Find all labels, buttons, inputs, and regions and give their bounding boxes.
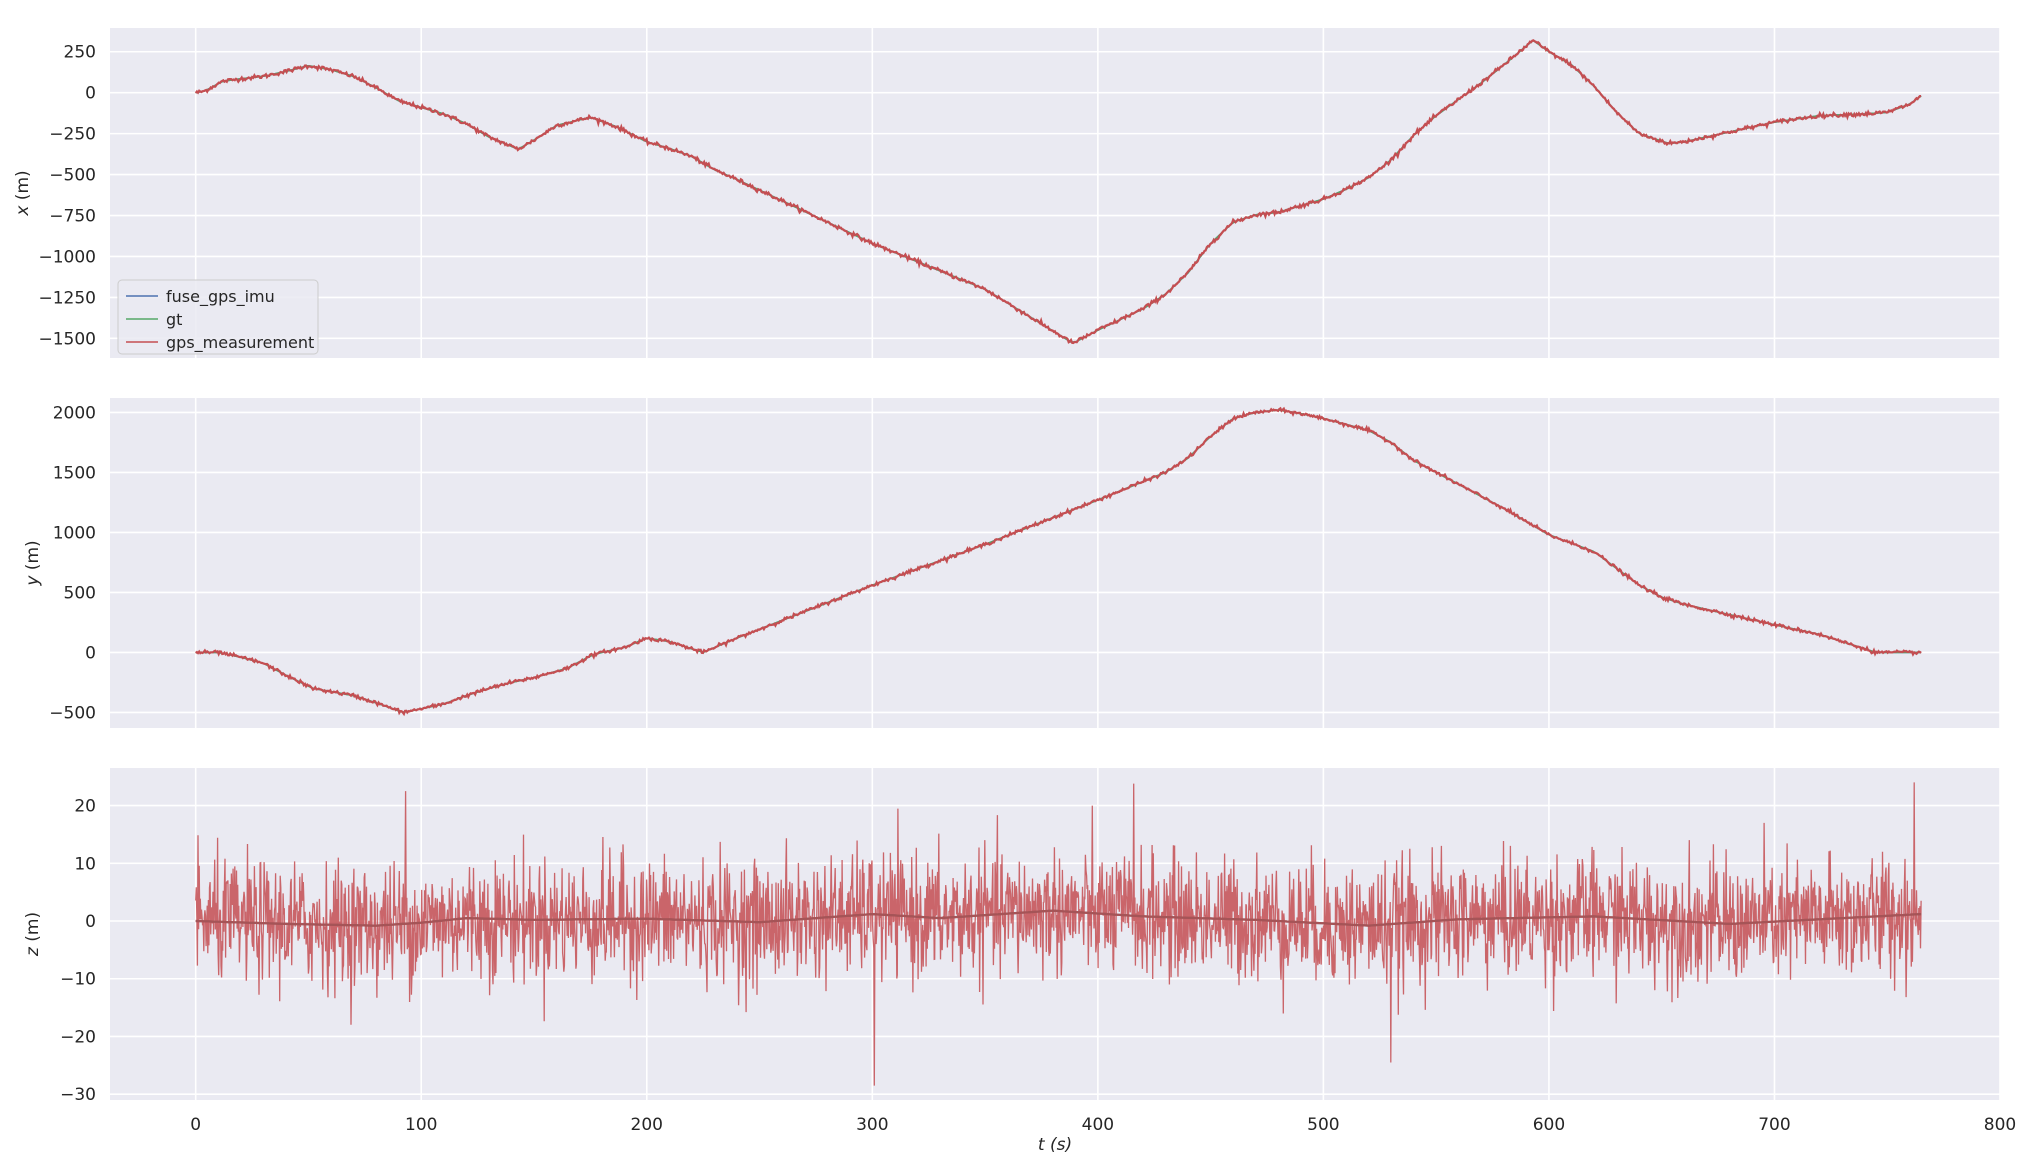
series-group-x <box>194 39 1922 345</box>
x-tick-label: 300 <box>856 1115 888 1135</box>
y-tick-label: 10 <box>74 854 96 874</box>
y-tick-label: 0 <box>85 84 96 104</box>
y-tick-label: −500 <box>49 703 96 723</box>
legend-label: gt <box>166 310 182 329</box>
y-tick-label: 0 <box>85 643 96 663</box>
x-tick-label: 600 <box>1533 1115 1565 1135</box>
x-tick-label: 500 <box>1307 1115 1339 1135</box>
y-tick-label: 1000 <box>53 523 96 543</box>
x-tick-label: 400 <box>1082 1115 1114 1135</box>
x-tick-label: 0 <box>190 1115 201 1135</box>
y-tick-label: 1500 <box>53 463 96 483</box>
y-tick-label: −30 <box>60 1085 96 1105</box>
series-line-gps_measurement <box>195 406 1922 717</box>
y-tick-label: −20 <box>60 1027 96 1047</box>
y-tick-label: −500 <box>49 166 96 186</box>
y-tick-label: 2000 <box>53 403 96 423</box>
y-tick-label: 500 <box>64 583 96 603</box>
grid-x <box>110 28 2001 358</box>
y-axis-label-y: y (m) <box>23 540 43 586</box>
y-tick-label: −750 <box>49 207 96 227</box>
y-tick-label: −10 <box>60 970 96 990</box>
y-axis-label-z: z (m) <box>23 912 43 957</box>
legend-label: fuse_gps_imu <box>166 287 275 307</box>
panel-x: 250 0 −250 −500 −750 −1000 −1250 −1500 x (m) fuse… <box>13 28 2001 358</box>
x-axis-label: t (s) <box>1038 1135 1072 1155</box>
series-group-z <box>195 782 1922 1086</box>
series-line-gt <box>195 909 1922 927</box>
panel-y: 2000 1500 1000 500 0 −500 y (m) <box>23 398 2001 728</box>
y-tick-label: −1500 <box>38 329 96 349</box>
grid-y <box>110 398 2001 728</box>
x-tick-label: 800 <box>1984 1115 2016 1135</box>
plot-area-y <box>110 398 2000 728</box>
y-axis-label-x: x (m) <box>13 170 33 216</box>
series-group-y <box>195 406 1922 717</box>
plot-area-x <box>110 28 2000 358</box>
x-tick-label: 200 <box>631 1115 663 1135</box>
y-tick-label: 0 <box>85 912 96 932</box>
legend-box <box>117 279 319 355</box>
series-line-gps_measurement <box>195 782 1922 1086</box>
y-tick-label: 250 <box>64 43 96 63</box>
y-tick-label: −250 <box>49 125 96 145</box>
x-tick-label: 100 <box>405 1115 437 1135</box>
x-tick-label: 700 <box>1758 1115 1790 1135</box>
y-tick-label: 20 <box>74 797 96 817</box>
legend-label: gps_measurement <box>166 333 314 353</box>
y-tick-label: −1000 <box>38 247 96 267</box>
series-line-gps_measurement <box>194 39 1922 345</box>
y-tick-label: −1250 <box>38 288 96 308</box>
